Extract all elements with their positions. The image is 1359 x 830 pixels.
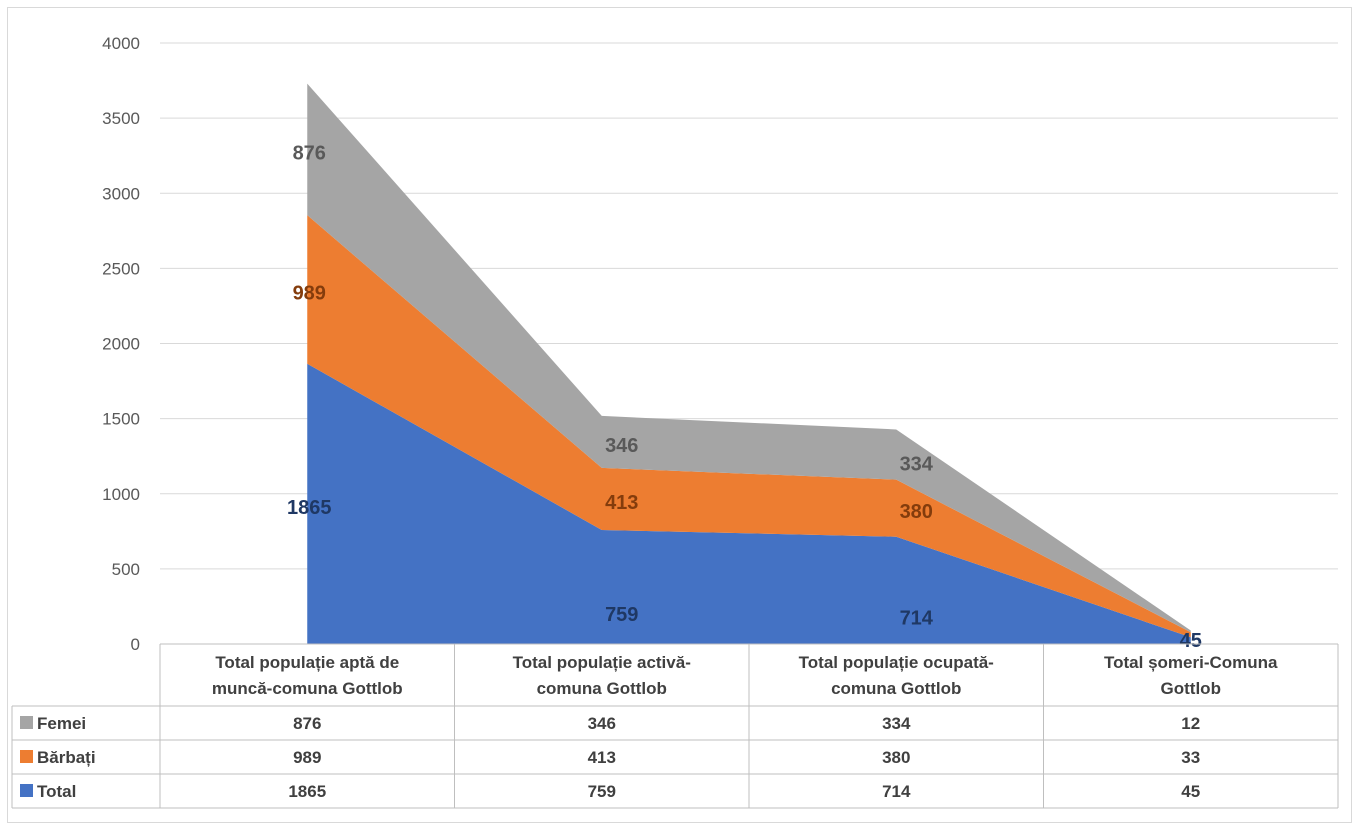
table-cell: 989 [293,748,321,767]
y-tick-label: 3000 [102,184,140,203]
y-tick-label: 500 [112,560,140,579]
data-label-total: 714 [900,607,934,629]
table-header-label: Total șomeri-Comuna [1104,653,1278,672]
table-cell: 1865 [288,782,326,801]
legend-label-barbati: Bărbați [37,748,96,767]
legend-label-total: Total [37,782,76,801]
y-tick-label: 1500 [102,410,140,429]
table-header-label: comuna Gottlob [831,679,961,698]
chart-frame [7,7,1352,823]
data-label-femei: 346 [605,435,638,457]
table-cell: 876 [293,714,321,733]
legend-key-femei [20,716,33,729]
legend-label-femei: Femei [37,714,86,733]
data-label-barbati: 989 [293,282,326,304]
data-label-total: 45 [1180,630,1202,652]
data-label-total: 1865 [287,497,332,519]
data-label-total: 759 [605,604,638,626]
y-tick-label: 2000 [102,335,140,354]
table-cell: 413 [588,748,616,767]
table-header-label: Total populație aptă de [215,653,399,672]
series-areas [307,83,1191,644]
y-tick-label: 1000 [102,485,140,504]
table-cell: 759 [588,782,616,801]
table-header-label: Total populație activă- [513,653,691,672]
table-header-label: comuna Gottlob [537,679,667,698]
table-cell: 45 [1181,782,1200,801]
area-barbati [307,215,1191,638]
data-label-barbati: 380 [900,501,933,523]
table-cell: 380 [882,748,910,767]
data-labels: 1865 759 714 45 989 413 380 876 346 334 [287,142,1202,652]
legend-key-total [20,784,33,797]
table-cell: 334 [882,714,911,733]
area-total [307,363,1191,644]
data-table: Total populație aptă de muncă-comuna Gott… [11,643,1339,809]
table-cell: 33 [1181,748,1200,767]
area-femei [307,83,1191,633]
y-tick-label: 3500 [102,109,140,128]
table-header-label: Gottlob [1161,679,1221,698]
table-cell: 346 [588,714,616,733]
table-header-label: Total populație ocupată- [799,653,994,672]
y-tick-label: 4000 [102,34,140,53]
data-label-femei: 876 [293,142,326,164]
y-axis: 0 500 1000 1500 2000 2500 3000 3500 4000 [102,34,140,654]
table-cell: 714 [882,782,911,801]
y-tick-label: 2500 [102,259,140,278]
table-header-label: muncă-comuna Gottlob [212,679,403,698]
table-cell: 12 [1181,714,1200,733]
data-label-barbati: 413 [605,492,638,514]
data-label-femei: 334 [900,454,934,476]
y-tick-label: 0 [131,635,140,654]
legend-key-barbati [20,750,33,763]
